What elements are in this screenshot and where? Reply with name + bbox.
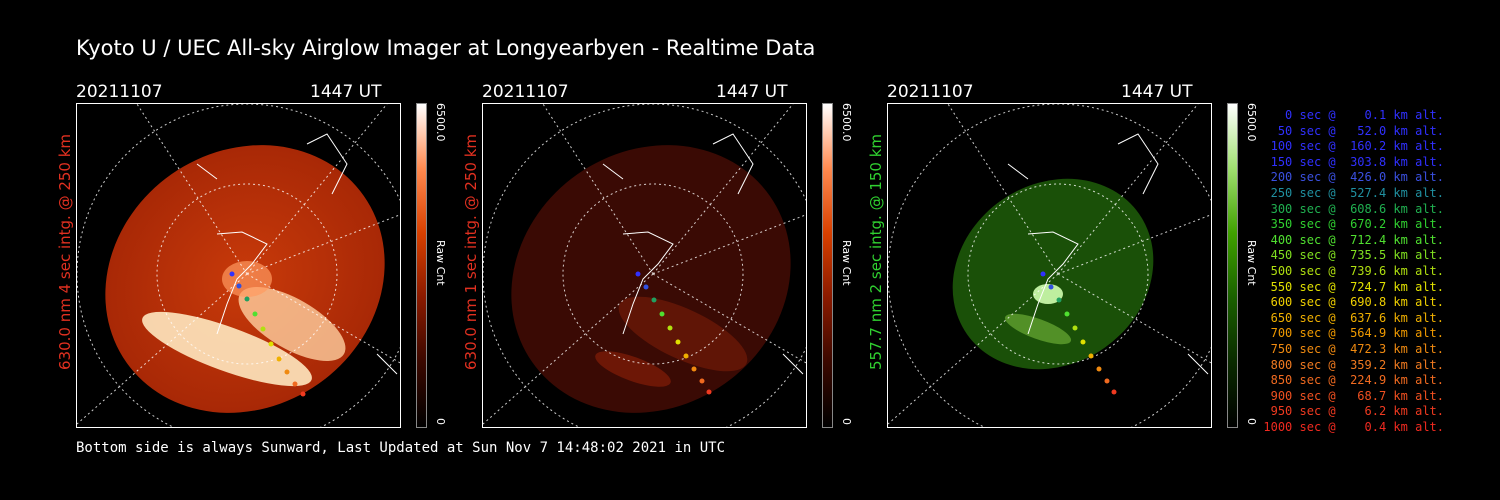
legend-row: 800 sec @ 359.2 km alt. xyxy=(1263,357,1444,372)
legend-row: 750 sec @ 472.3 km alt. xyxy=(1263,341,1444,356)
panel3-side-label: 557.7 nm 2 sec intg. @ 150 km xyxy=(867,133,885,370)
panel1-colorbar-unit: Raw Cnt xyxy=(434,240,447,286)
panel2-colorbar-min: 0 xyxy=(840,418,853,425)
legend-row: 900 sec @ 68.7 km alt. xyxy=(1263,388,1444,403)
panel3-colorbar-min: 0 xyxy=(1245,418,1258,425)
footer-note: Bottom side is always Sunward, Last Upda… xyxy=(76,440,726,456)
panel1-date: 20211107 xyxy=(76,82,163,102)
panel2-sky-image xyxy=(483,104,806,427)
panel2-time: 1447 UT xyxy=(716,82,788,102)
panel3-colorbar xyxy=(1227,103,1238,428)
legend-row: 400 sec @ 712.4 km alt. xyxy=(1263,232,1444,247)
panel2-image xyxy=(482,103,807,428)
panel3-trajectory xyxy=(1040,271,1117,395)
panel3-time: 1447 UT xyxy=(1121,82,1193,102)
panel3-sky-image xyxy=(888,104,1211,427)
legend-row: 0 sec @ 0.1 km alt. xyxy=(1263,108,1444,122)
legend-row: 600 sec @ 690.8 km alt. xyxy=(1263,295,1444,310)
panel1-colorbar xyxy=(416,103,427,428)
panel3-image xyxy=(887,103,1212,428)
legend-row: 550 sec @ 724.7 km alt. xyxy=(1263,279,1444,294)
legend-row: 100 sec @ 160.2 km alt. xyxy=(1263,139,1444,154)
panel1-trajectory xyxy=(229,271,306,397)
legend-row: 350 sec @ 670.2 km alt. xyxy=(1263,217,1444,232)
panel1-side-label: 630.0 nm 4 sec intg. @ 250 km xyxy=(56,133,74,370)
panel2-trajectory xyxy=(635,271,712,395)
legend-row: 150 sec @ 303.8 km alt. xyxy=(1263,154,1444,169)
panel3-colorbar-unit: Raw Cnt xyxy=(1245,240,1258,286)
legend-row: 300 sec @ 608.6 km alt. xyxy=(1263,201,1444,216)
panel1-sky-image xyxy=(77,104,400,427)
legend-row: 1000 sec @ 0.4 km alt. xyxy=(1263,419,1444,434)
panel2-colorbar-unit: Raw Cnt xyxy=(840,240,853,286)
panel2-side-label: 630.0 nm 1 sec intg. @ 250 km xyxy=(462,133,480,370)
legend-row: 700 sec @ 564.9 km alt. xyxy=(1263,326,1444,341)
trajectory-legend: 0 sec @ 0.1 km alt. 50 sec @ 52.0 km alt… xyxy=(1258,108,1444,435)
legend-row: 250 sec @ 527.4 km alt. xyxy=(1263,185,1444,200)
panel3-colorbar-max: 6500.0 xyxy=(1245,103,1258,142)
legend-row: 450 sec @ 735.5 km alt. xyxy=(1263,248,1444,263)
panel1-colorbar-max: 6500.0 xyxy=(434,103,447,142)
legend-row: 950 sec @ 6.2 km alt. xyxy=(1263,404,1444,419)
panel2-colorbar-max: 6500.0 xyxy=(840,103,853,142)
panel1-image xyxy=(76,103,401,428)
panel2-date: 20211107 xyxy=(482,82,569,102)
legend-row: 50 sec @ 52.0 km alt. xyxy=(1263,123,1444,138)
panel3-date: 20211107 xyxy=(887,82,974,102)
legend-row: 650 sec @ 637.6 km alt. xyxy=(1263,310,1444,325)
legend-row: 500 sec @ 739.6 km alt. xyxy=(1263,263,1444,278)
page-title: Kyoto U / UEC All-sky Airglow Imager at … xyxy=(76,36,816,60)
panel2-colorbar xyxy=(822,103,833,428)
legend-row: 850 sec @ 224.9 km alt. xyxy=(1263,373,1444,388)
legend-row: 200 sec @ 426.0 km alt. xyxy=(1263,170,1444,185)
panel1-colorbar-min: 0 xyxy=(434,418,447,425)
panel1-time: 1447 UT xyxy=(310,82,382,102)
